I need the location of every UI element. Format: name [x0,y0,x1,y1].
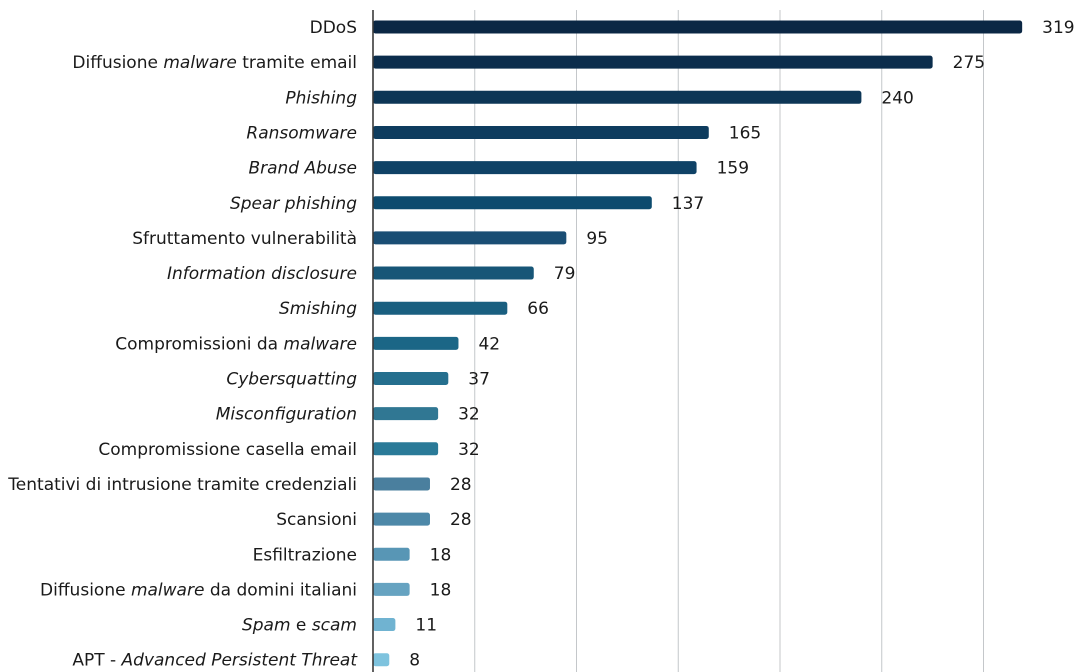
category-label: Cybersquatting [226,370,357,390]
category-labels: DDoS Diffusione malware tramite email Phis… [7,18,358,671]
category-label: Diffusione malware tramite email [72,53,357,73]
category-label: Compromissione casella email [98,440,357,460]
value-label: 28 [450,510,472,530]
bar [373,196,652,210]
category-label: Phishing [285,88,357,108]
category-label: DDoS [310,18,357,38]
bar [373,512,430,526]
value-label: 66 [527,299,549,319]
bar [373,477,430,491]
bar [373,125,709,139]
bar [373,55,933,69]
bar [373,20,1023,34]
value-label: 42 [478,334,500,354]
value-label: 95 [586,229,608,249]
category-label: Compromissioni da malware [115,334,357,354]
bar [373,231,567,245]
value-label: 18 [430,580,452,600]
category-label: Diffusione malware da domini italiani [40,580,357,600]
bar [373,90,862,104]
value-label: 32 [458,440,480,460]
bars [373,20,1023,667]
value-label: 18 [430,545,452,565]
category-label: Smishing [279,299,357,319]
bar [373,407,439,421]
value-label: 11 [415,616,437,636]
value-label: 37 [468,370,490,390]
value-label: 28 [450,475,472,495]
category-label: Brand Abuse [248,159,357,179]
category-label: Spear phishing [230,194,357,214]
bar [373,301,508,315]
value-label: 240 [881,88,913,108]
value-label: 32 [458,405,480,425]
category-label: Tentativi di intrusione tramite credenzi… [7,475,357,495]
bar [373,266,534,280]
bar [373,582,410,596]
bar [373,547,410,561]
bar [373,442,439,456]
category-label: Sfruttamento vulnerabilità [132,229,357,249]
category-label: Misconfiguration [216,405,357,425]
category-label: Scansioni [276,510,357,530]
value-label: 79 [554,264,576,284]
category-label: Ransomware [246,123,357,143]
value-label: 165 [729,123,761,143]
category-label: APT - Advanced Persistent Threat [72,651,358,671]
value-label: 8 [409,651,420,671]
bar [373,618,396,632]
value-label: 319 [1042,18,1074,38]
bar [373,336,459,350]
bar [373,653,390,667]
gridlines [474,10,984,672]
value-label: 275 [953,53,985,73]
bar [373,372,449,385]
bar [373,161,697,175]
category-label: Information disclosure [167,264,357,284]
category-label: Esfiltrazione [253,545,357,565]
value-label: 137 [672,194,704,214]
category-label: Spam e scam [242,616,357,636]
value-label: 159 [717,159,749,179]
